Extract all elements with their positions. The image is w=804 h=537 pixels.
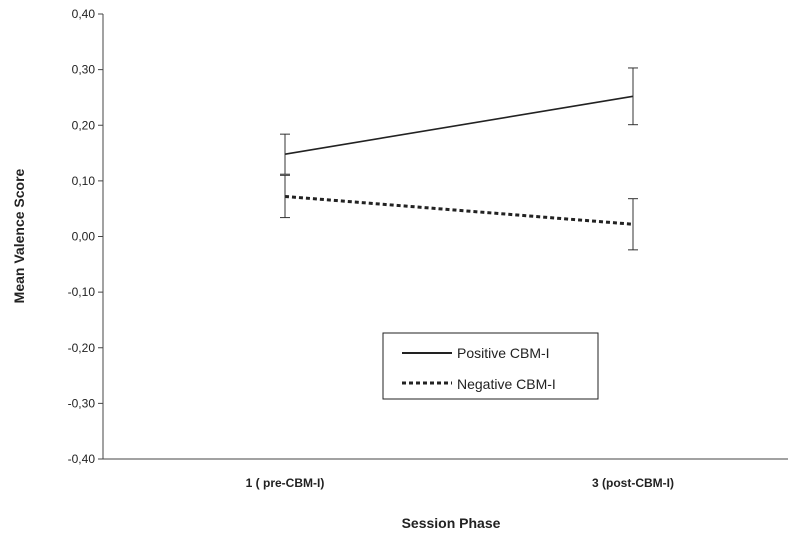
- y-tick-label: -0,30: [68, 396, 96, 410]
- y-tick-label: 0,00: [72, 230, 96, 244]
- x-tick-label: 3 (post-CBM-I): [592, 476, 674, 490]
- series-line-positive: [284, 95, 634, 155]
- legend-box: [382, 332, 599, 400]
- series-layer: [284, 95, 634, 226]
- x-axis-title: Session Phase: [402, 515, 501, 531]
- y-tick-label: -0,20: [68, 341, 96, 355]
- x-tick-labels: 1 ( pre-CBM-I) 3 (post-CBM-I): [246, 476, 674, 490]
- legend-label-positive: Positive CBM-I: [457, 345, 550, 361]
- y-tick-label: -0,10: [68, 285, 96, 299]
- y-tick-label: 0,10: [72, 174, 96, 188]
- legend-label-negative: Negative CBM-I: [457, 376, 556, 392]
- y-axis-title: Mean Valence Score: [11, 168, 27, 303]
- y-tick-label: 0,30: [72, 63, 96, 77]
- y-tick-label: 0,20: [72, 118, 96, 132]
- error-bars: [280, 67, 638, 251]
- y-tick-label: 0,40: [72, 7, 96, 21]
- y-ticks: -0,40 -0,30 -0,20 -0,10 0,00 0,10 0,20 0,30 0,40: [68, 7, 103, 466]
- series-line-negative: [284, 194, 634, 226]
- x-tick-label: 1 ( pre-CBM-I): [246, 476, 325, 490]
- y-tick-label: -0,40: [68, 452, 96, 466]
- legend: Positive CBM-I Negative CBM-I: [382, 332, 599, 400]
